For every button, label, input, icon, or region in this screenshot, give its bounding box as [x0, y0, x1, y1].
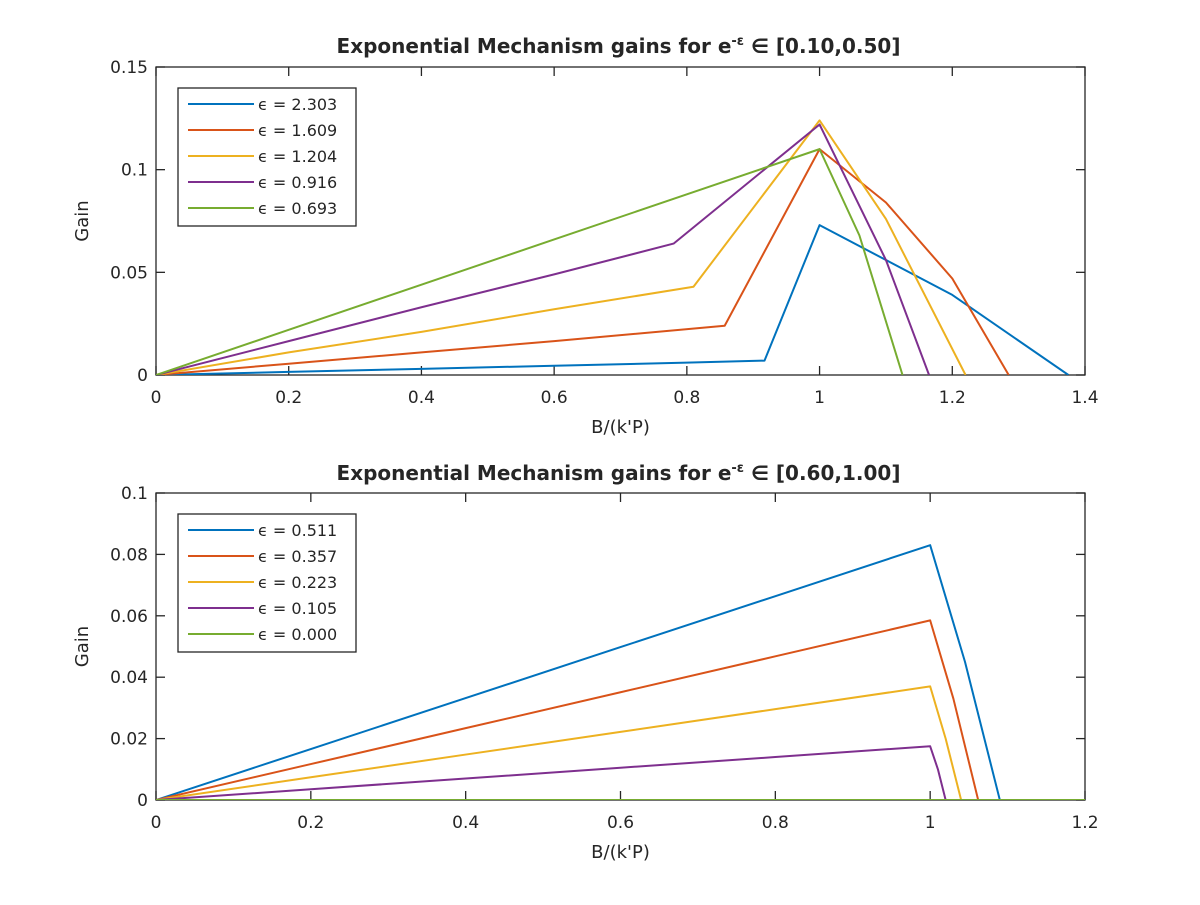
- legend-label-3: ϵ = 0.223: [258, 573, 337, 592]
- series-line-3: [156, 685, 963, 800]
- y-tick-label: 0: [137, 366, 148, 386]
- y-tick-label: 0: [137, 791, 148, 811]
- x-tick-label: 0: [151, 813, 162, 833]
- axes-box: [155, 66, 1086, 376]
- y-tick-label: 0.04: [110, 668, 148, 688]
- y-tick-label: 0.15: [110, 58, 148, 78]
- y-axis-label: Gain: [72, 626, 93, 667]
- chart-top: Exponential Mechanism gains for e-ε ∈ [0…: [72, 34, 1099, 438]
- legend-label-4: ϵ = 0.105: [258, 599, 337, 618]
- x-tick-label: 0: [151, 388, 162, 408]
- legend-label-4: ϵ = 0.916: [258, 173, 337, 192]
- series-line-2: [156, 619, 980, 800]
- legend-label-5: ϵ = 0.000: [258, 625, 337, 644]
- series-group: [156, 544, 1085, 800]
- x-tick-label: 0.6: [541, 388, 568, 408]
- legend-label-2: ϵ = 0.357: [258, 547, 337, 566]
- series-line-4: [156, 123, 930, 375]
- series-line-3: [156, 119, 967, 375]
- y-tick-label: 0.08: [110, 545, 148, 565]
- chart-title: Exponential Mechanism gains for e-ε ∈ [0…: [337, 34, 901, 58]
- y-tick-label: 0.05: [110, 263, 148, 283]
- x-axis-label: B/(k'P): [591, 417, 650, 438]
- x-tick-label: 0.4: [452, 813, 479, 833]
- x-tick-label: 0.2: [275, 388, 302, 408]
- x-tick-label: 1: [814, 388, 825, 408]
- y-tick-label: 0.1: [121, 484, 148, 504]
- x-tick-label: 1.2: [939, 388, 966, 408]
- x-tick-label: 0.4: [408, 388, 435, 408]
- y-tick-label: 0.06: [110, 607, 148, 627]
- series-line-5: [156, 148, 904, 375]
- legend-label-1: ϵ = 0.511: [258, 521, 337, 540]
- series-line-2: [156, 148, 1010, 375]
- y-tick-label: 0.02: [110, 730, 148, 750]
- legend-label-3: ϵ = 1.204: [258, 147, 337, 166]
- series-line-1: [156, 544, 1001, 800]
- chart-title: Exponential Mechanism gains for e-ε ∈ [0…: [337, 461, 901, 485]
- legend-label-2: ϵ = 1.609: [258, 121, 337, 140]
- x-tick-label: 0.2: [297, 813, 324, 833]
- series-line-4: [156, 745, 947, 800]
- legend: ϵ = 2.303 ϵ = 1.609 ϵ = 1.204 ϵ = 0.916 ϵ = …: [177, 87, 357, 227]
- x-axis-label: B/(k'P): [591, 842, 650, 863]
- x-tick-label: 0.8: [762, 813, 789, 833]
- y-axis-label: Gain: [72, 200, 93, 241]
- series-line-1: [156, 224, 1069, 375]
- legend: ϵ = 0.511 ϵ = 0.357 ϵ = 0.223 ϵ = 0.105 ϵ = …: [177, 513, 357, 653]
- series-group: [156, 119, 1069, 375]
- y-tick-label: 0.1: [121, 161, 148, 181]
- legend-label-1: ϵ = 2.303: [258, 95, 337, 114]
- x-tick-label: 1.4: [1071, 388, 1098, 408]
- x-tick-label: 0.6: [607, 813, 634, 833]
- x-tick-label: 0.8: [673, 388, 700, 408]
- x-tick-label: 1.2: [1071, 813, 1098, 833]
- legend-label-5: ϵ = 0.693: [258, 199, 337, 218]
- chart-bottom: Exponential Mechanism gains for e-ε ∈ [0…: [72, 461, 1099, 863]
- x-tick-label: 1: [925, 813, 936, 833]
